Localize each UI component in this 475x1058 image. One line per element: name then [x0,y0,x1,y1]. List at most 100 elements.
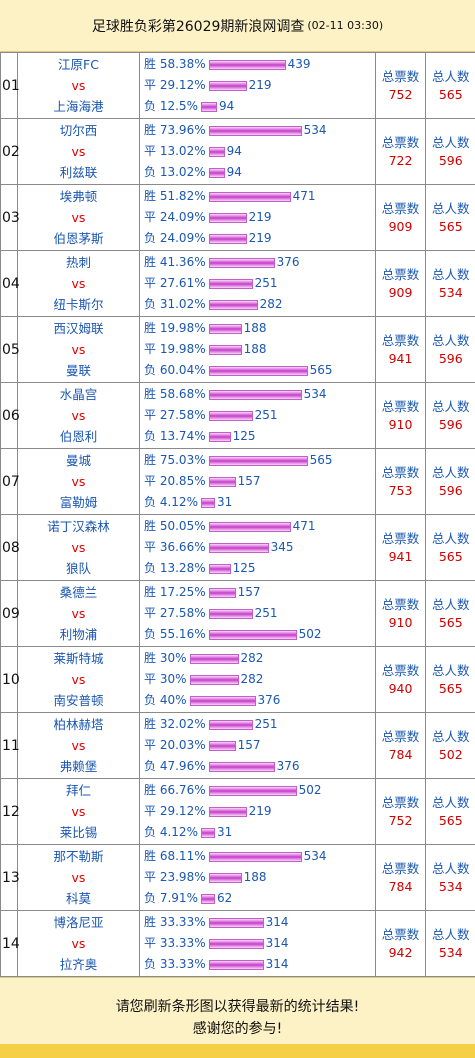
away-team[interactable]: 拉齐奥 [59,957,98,972]
away-team[interactable]: 弗赖堡 [59,759,98,774]
win-count: 534 [303,849,327,863]
away-team[interactable]: 伯恩茅斯 [53,231,104,246]
home-team[interactable]: 埃弗顿 [59,189,98,204]
total-votes-label: 总票数 [381,596,420,612]
vs-label: vs [71,210,86,225]
vote-bars: 胜 51.82% 471 平 24.09% 219 负 24.09% 219 [139,184,376,251]
win-row: 胜 17.25% 157 [144,582,375,603]
draw-bar [208,740,236,751]
home-team[interactable]: 莱斯特城 [53,651,104,666]
win-row: 胜 50.05% 471 [144,516,375,537]
match-number: 06 [0,382,20,449]
away-team[interactable]: 科莫 [65,891,91,906]
win-row: 胜 75.03% 565 [144,450,375,471]
match-teams: 莱斯特城 vs 南安普顿 [17,646,140,713]
lose-row: 负 60.04% 565 [144,360,375,381]
draw-count: 157 [237,738,261,752]
draw-row: 平 27.58% 251 [144,405,375,426]
home-team[interactable]: 水晶宫 [59,387,98,402]
lose-percent: 33.33% [159,957,206,971]
lose-row: 负 55.16% 502 [144,624,375,645]
home-team[interactable]: 曼城 [65,453,91,468]
total-votes-cell: 总票数 722 [375,118,426,185]
total-votes-label: 总票数 [381,926,420,942]
win-label: 胜 [144,387,157,401]
win-count: 534 [303,387,327,401]
home-team[interactable]: 热刺 [65,255,91,270]
win-count: 376 [276,255,300,269]
away-team[interactable]: 上海海港 [53,99,104,114]
lose-label: 负 [144,99,157,113]
total-votes-value: 909 [388,218,413,234]
draw-row: 平 30% 282 [144,669,375,690]
draw-bar [208,872,242,883]
draw-count: 157 [237,474,261,488]
draw-percent: 36.66% [159,540,206,554]
home-team[interactable]: 江原FC [58,57,99,72]
home-team[interactable]: 柏林赫塔 [53,717,104,732]
home-team[interactable]: 西汉姆联 [53,321,104,336]
total-people-cell: 总人数 565 [425,580,475,647]
total-votes-value: 910 [388,614,413,630]
home-team[interactable]: 切尔西 [59,123,98,138]
away-team[interactable]: 纽卡斯尔 [53,297,104,312]
away-team[interactable]: 狼队 [65,561,91,576]
draw-row: 平 29.12% 219 [144,801,375,822]
vs-label: vs [71,870,86,885]
lose-row: 负 13.02% 94 [144,162,375,183]
match-row: 07 曼城 vs 富勒姆 胜 75.03% 565 平 20.85% 157 [0,448,475,515]
lose-label: 负 [144,561,157,575]
lose-bar [208,365,308,376]
total-votes-value: 909 [388,284,413,300]
win-bar [208,323,242,334]
lose-percent: 60.04% [159,363,206,377]
home-team[interactable]: 博洛尼亚 [53,915,104,930]
lose-count: 125 [232,429,256,443]
away-team[interactable]: 曼联 [65,363,91,378]
away-team[interactable]: 莱比锡 [59,825,98,840]
away-team[interactable]: 南安普顿 [53,693,104,708]
draw-label: 平 [144,144,157,158]
match-number: 14 [0,910,20,977]
total-people-cell: 总人数 565 [425,184,475,251]
total-people-value: 596 [438,152,463,168]
vote-table: 01 江原FC vs 上海海港 胜 58.38% 439 平 29.12% 21… [0,52,475,977]
match-row: 10 莱斯特城 vs 南安普顿 胜 30% 282 平 30% 282 [0,646,475,713]
total-people-label: 总人数 [431,464,470,480]
home-team[interactable]: 拜仁 [65,783,91,798]
draw-bar [208,938,264,949]
win-percent: 30% [159,651,187,665]
draw-percent: 30% [159,672,187,686]
total-votes-label: 总票数 [381,68,420,84]
draw-count: 251 [254,606,278,620]
away-team[interactable]: 伯恩利 [59,429,98,444]
home-team[interactable]: 诺丁汉森林 [47,519,110,534]
total-people-value: 596 [438,416,463,432]
away-team[interactable]: 利兹联 [59,165,98,180]
lose-bar [208,167,225,178]
match-number: 03 [0,184,20,251]
vote-bars: 胜 58.38% 439 平 29.12% 219 负 12.5% 94 [139,52,376,119]
draw-percent: 13.02% [159,144,206,158]
home-team[interactable]: 那不勒斯 [53,849,104,864]
draw-bar [208,344,242,355]
total-people-label: 总人数 [431,530,470,546]
win-label: 胜 [144,453,157,467]
match-row: 14 博洛尼亚 vs 拉齐奥 胜 33.33% 314 平 33.33% 314 [0,910,475,977]
total-votes-cell: 总票数 752 [375,52,426,119]
home-team[interactable]: 桑德兰 [59,585,98,600]
lose-count: 376 [276,759,300,773]
match-teams: 埃弗顿 vs 伯恩茅斯 [17,184,140,251]
lose-row: 负 13.28% 125 [144,558,375,579]
match-row: 06 水晶宫 vs 伯恩利 胜 58.68% 534 平 27.58% 251 [0,382,475,449]
lose-bar [208,959,264,970]
total-votes-cell: 总票数 784 [375,712,426,779]
away-team[interactable]: 利物浦 [59,627,98,642]
away-team[interactable]: 富勒姆 [59,495,98,510]
draw-row: 平 20.03% 157 [144,735,375,756]
refresh-notice: 请您刷新条形图以获得最新的统计结果! [115,999,360,1015]
draw-percent: 19.98% [159,342,206,356]
lose-percent: 4.12% [159,495,198,509]
win-count: 157 [237,585,261,599]
total-people-value: 565 [438,86,463,102]
